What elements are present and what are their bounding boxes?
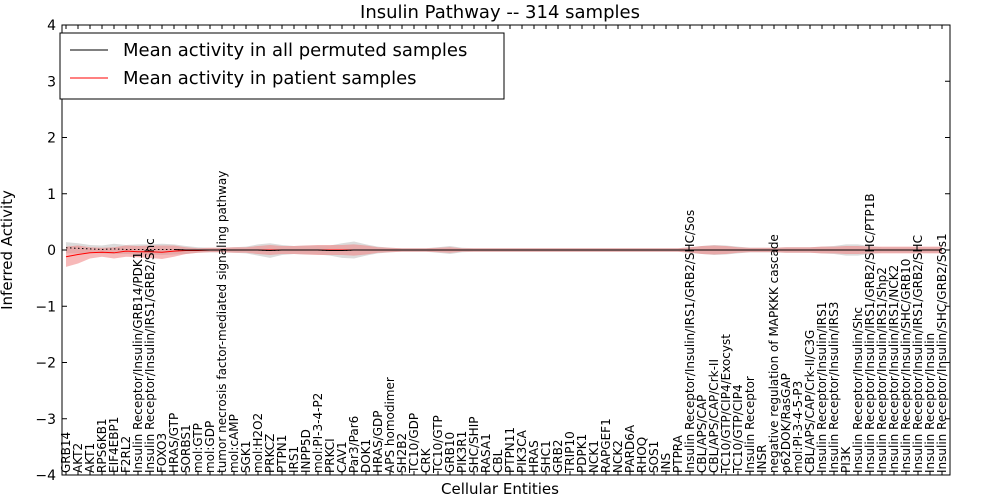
x-tick-label: SORBS1 bbox=[179, 424, 193, 473]
y-tick-label: 2 bbox=[47, 131, 56, 147]
y-tick-label: −3 bbox=[35, 412, 56, 428]
x-tick-label: PTPN11 bbox=[503, 427, 517, 473]
x-tick-label: Insulin Receptor bbox=[743, 376, 757, 473]
x-tick-label: GRB10 bbox=[443, 432, 457, 473]
x-tick-label: RASA1 bbox=[479, 433, 493, 473]
x-tick-label: RPS6KB1 bbox=[95, 418, 109, 473]
x-tick-label: PTPN1 bbox=[275, 435, 289, 473]
x-tick-label: Insulin Receptor/Insulin/IRS1/Shp2 bbox=[875, 267, 889, 473]
x-tick-label: CBL/APS/CAP/Crk-II/C3G bbox=[803, 330, 817, 473]
x-tick-label: HRAS bbox=[527, 440, 541, 473]
x-tick-label: EIF4EBP1 bbox=[107, 417, 121, 473]
x-tick-label: PRKCI bbox=[323, 438, 337, 473]
x-tick-label: CAV1 bbox=[335, 441, 349, 473]
x-tick-label: HRAS/GDP bbox=[371, 410, 385, 473]
x-tick-label: SHC/SHIP bbox=[467, 417, 481, 473]
x-tick-label: Insulin Receptor/Insulin/IRS3 bbox=[827, 302, 841, 473]
x-tick-label: SHC1 bbox=[539, 440, 553, 473]
y-tick-label: 0 bbox=[47, 243, 56, 259]
x-tick-label: Insulin Receptor/Insulin bbox=[923, 333, 937, 473]
chart-title: Insulin Pathway -- 314 samples bbox=[360, 2, 640, 23]
x-tick-label: PIK3CA bbox=[515, 429, 529, 473]
x-tick-label: GRB14 bbox=[59, 432, 73, 473]
x-tick-label: CRK bbox=[419, 447, 433, 473]
legend: Mean activity in all permuted samples Me… bbox=[59, 32, 505, 100]
x-tick-label: Insulin Receptor/Insulin/IRS1/GRB2/SHC bbox=[911, 235, 925, 473]
x-tick-label: SGK1 bbox=[239, 441, 253, 473]
x-tick-label: TC10/GTP/CIP4/Exocyst bbox=[719, 334, 733, 474]
x-tick-label: Insulin Receptor/Insulin/IRS1/GRB2/SHC/P… bbox=[863, 193, 877, 473]
x-tick-label: negative regulation of MAPKKK cascade bbox=[767, 234, 781, 473]
legend-label-patient: Mean activity in patient samples bbox=[123, 68, 417, 89]
x-tick-label: INPP5D bbox=[299, 429, 313, 473]
x-tick-label: mol:cAMP bbox=[227, 414, 241, 473]
x-tick-label: mol:GDP bbox=[203, 421, 217, 473]
x-tick-label: SH2B2 bbox=[395, 433, 409, 473]
y-tick-label: 4 bbox=[47, 18, 56, 34]
x-tick-label: mol:PI-3-4-5-P3 bbox=[791, 381, 805, 473]
x-tick-label: NCK1 bbox=[587, 440, 601, 473]
x-tick-label: Insulin Receptor/Insulin/IRS1 bbox=[815, 302, 829, 473]
x-axis-label: Cellular Entities bbox=[441, 480, 559, 498]
x-tick-label: PRKCZ bbox=[263, 434, 277, 473]
x-tick-label: TC10/GDP bbox=[407, 413, 421, 474]
x-tick-label: DOK1 bbox=[359, 439, 373, 473]
x-tick-label: GRB2 bbox=[551, 439, 565, 473]
x-tick-label: Insulin Receptor/Insulin/GRB14/PDK1 bbox=[131, 252, 145, 473]
legend-box bbox=[59, 32, 505, 100]
x-tick-label: FOXO3 bbox=[155, 433, 169, 473]
x-tick-label: TC10/GTP/CIP4 bbox=[731, 384, 745, 474]
x-tick-label: Insulin Receptor/Insulin/Shc bbox=[851, 307, 865, 473]
y-tick-label: −1 bbox=[35, 299, 56, 315]
legend-label-permuted: Mean activity in all permuted samples bbox=[123, 40, 467, 61]
plot-area bbox=[65, 241, 942, 267]
x-axis-ticks: GRB14AKT2AKT1RPS6KB1EIF4EBP1F2RL2Insulin… bbox=[59, 25, 949, 475]
x-tick-label: TRIP10 bbox=[563, 431, 577, 474]
x-tick-label: PARD6A bbox=[623, 424, 637, 473]
y-tick-label: 3 bbox=[47, 74, 56, 90]
y-tick-label: −2 bbox=[35, 356, 56, 372]
x-tick-label: Insulin Receptor/Insulin/IRS1/GRB2/Shc bbox=[143, 238, 157, 473]
y-tick-label: 1 bbox=[47, 187, 56, 203]
x-tick-label: F2RL2 bbox=[119, 436, 133, 473]
x-tick-label: TC10/GTP bbox=[431, 415, 445, 474]
x-tick-label: Par3/Par6 bbox=[347, 416, 361, 473]
x-tick-label: NCK2 bbox=[611, 440, 625, 473]
x-tick-label: PDPK1 bbox=[575, 434, 589, 473]
x-tick-label: CBL/APS/CAP/Crk-II bbox=[707, 359, 721, 473]
x-tick-label: SOS1 bbox=[647, 441, 661, 473]
x-tick-label: IRS1 bbox=[287, 446, 301, 473]
y-axis-label: Inferred Activity bbox=[0, 190, 16, 310]
x-tick-label: HRAS/GTP bbox=[167, 413, 181, 473]
x-tick-label: RAPGEF1 bbox=[599, 418, 613, 473]
x-tick-label: Insulin Receptor/Insulin/SHC/GRB2/Sos1 bbox=[935, 233, 949, 473]
x-tick-label: INSR bbox=[755, 445, 769, 473]
x-tick-label: CBL bbox=[491, 449, 505, 473]
y-tick-label: −4 bbox=[35, 468, 56, 484]
x-tick-label: AKT2 bbox=[71, 443, 85, 473]
x-tick-label: AKT1 bbox=[83, 443, 97, 473]
x-tick-label: mol:H2O2 bbox=[251, 413, 265, 473]
x-tick-label: PTPRA bbox=[671, 434, 685, 473]
x-tick-label: RHOQ bbox=[635, 437, 649, 473]
x-tick-label: INS bbox=[659, 453, 673, 473]
x-tick-label: Insulin Receptor/Insulin/IRS1/GRB2/SHC/S… bbox=[683, 210, 697, 473]
x-tick-label: APS homodimer bbox=[383, 377, 397, 473]
y-axis-ticks: −4 −3 −2 −1 0 1 2 3 4 bbox=[35, 18, 950, 484]
x-tick-label: p62DOK/RasGAP bbox=[779, 373, 793, 473]
x-tick-label: PIK3R1 bbox=[455, 431, 469, 473]
x-tick-label: Insulin Receptor/Insulin/SHC/GRB10 bbox=[899, 259, 913, 473]
x-tick-label: CBL/APS/CAP bbox=[695, 395, 709, 473]
x-tick-label: Insulin Receptor/Insulin/IRS1/NCK2 bbox=[887, 265, 901, 473]
x-tick-label: tumor necrosis factor-mediated signaling… bbox=[215, 171, 229, 473]
x-tick-label: PI3K bbox=[839, 446, 853, 473]
permuted-mean-line-solid bbox=[173, 248, 942, 252]
x-tick-label: mol:GTP bbox=[191, 423, 205, 473]
x-tick-label: mol:PI-3-4-P2 bbox=[311, 393, 325, 473]
